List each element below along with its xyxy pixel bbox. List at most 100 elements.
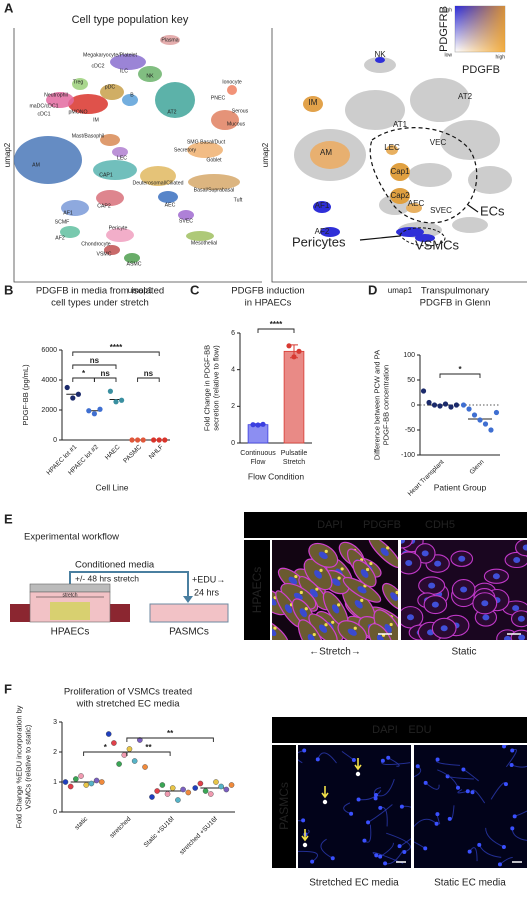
point (107, 388, 113, 394)
cluster (68, 94, 108, 114)
cluster-label: AF2 (55, 235, 65, 241)
nucleus (502, 745, 507, 749)
nucleus (428, 582, 436, 589)
workflow-text: 24 hrs (194, 587, 220, 597)
nucleus (415, 764, 420, 769)
nucleus (435, 757, 440, 762)
nucleus (465, 789, 470, 794)
cluster-label: AT2 (167, 109, 176, 115)
pdgfb (299, 590, 303, 595)
significance-label: **** (270, 320, 283, 329)
point (97, 406, 103, 412)
edu-arrow (301, 829, 309, 842)
cell-process (320, 838, 334, 859)
nucleus (397, 844, 402, 849)
point (185, 789, 192, 796)
ec-outline (369, 127, 478, 224)
point (73, 776, 79, 782)
nucleus (299, 608, 308, 618)
cluster-pdgfrb (320, 227, 340, 237)
cluster-label: AF1 (63, 210, 73, 216)
vsmc-outline (399, 227, 446, 247)
cluster-pdgfb (386, 145, 398, 155)
cluster (122, 94, 138, 106)
cell-process (343, 802, 352, 815)
cell (515, 540, 527, 557)
nucleus (440, 625, 448, 632)
cluster (138, 66, 162, 82)
nucleus (431, 601, 439, 608)
nucleus (288, 576, 298, 585)
significance-label: ** (145, 743, 152, 752)
nucleus (406, 614, 414, 621)
cell-process (358, 790, 382, 801)
x-tick-label: Glenn (468, 458, 485, 475)
pdgfb (337, 576, 341, 580)
key-label: PDGFB (462, 64, 500, 76)
cluster-label: ASMC (127, 261, 142, 267)
point (105, 731, 112, 737)
axis-title: umap2 (3, 142, 12, 167)
stain-header (244, 512, 527, 538)
nucleus (434, 560, 442, 567)
x-tick-label: stretched (109, 815, 133, 839)
cluster-label: AM (32, 162, 40, 168)
cluster (211, 110, 239, 130)
y-tick-label: 50 (407, 377, 415, 384)
cell-process (514, 810, 527, 817)
point (286, 343, 292, 349)
cluster (93, 160, 137, 180)
edu-arrow (354, 758, 362, 771)
point (477, 417, 483, 423)
cluster (188, 174, 240, 190)
chart-title: PDGFB in media from isolated (36, 286, 164, 297)
significance-bracket (257, 328, 295, 333)
significance-bracket (83, 751, 128, 756)
nucleus (513, 556, 521, 563)
nucleus (272, 628, 277, 636)
micrograph-content (401, 540, 527, 640)
cluster (408, 163, 452, 187)
cluster-label: Cap2 (390, 191, 410, 200)
axis-title: Fold Change %EDU incorporation by (14, 705, 23, 828)
nucleus (497, 862, 502, 867)
cell-process (425, 782, 440, 790)
nucleus (399, 804, 404, 809)
pdgfb (395, 590, 398, 595)
key-tick: high (443, 7, 453, 13)
nucleus (347, 628, 357, 636)
significance-bracket (126, 737, 214, 742)
point (62, 779, 69, 785)
x-tick-label: static (74, 815, 90, 831)
point (98, 779, 105, 785)
cluster (96, 190, 124, 206)
y-tick-label: 3 (53, 719, 57, 726)
point (135, 437, 141, 443)
y-tick-label: 1 (53, 779, 57, 786)
pdgfb (324, 549, 328, 553)
nucleus (314, 570, 323, 579)
y-tick-label: 0 (53, 809, 57, 816)
cluster-pdgfrb (375, 57, 385, 63)
cluster-label: AF1 (315, 201, 330, 210)
micrograph-content (298, 748, 411, 866)
cell-process (386, 832, 411, 853)
cell-process (511, 764, 527, 768)
stain-label: DAPI (372, 724, 398, 736)
point (164, 791, 171, 797)
key-tick: high (496, 54, 506, 60)
cluster-label: Goblet (206, 157, 222, 163)
pdgfb (273, 626, 277, 630)
cluster-label: PNEC (211, 95, 226, 101)
axis-title: secretion (relative to flow) (211, 345, 220, 431)
cell-process (503, 745, 509, 747)
cluster (60, 226, 80, 238)
cluster (186, 231, 214, 241)
point (180, 786, 186, 793)
group-label: ECs (480, 203, 505, 218)
dish-block (110, 604, 130, 622)
cluster (345, 90, 405, 130)
point (149, 794, 155, 800)
cluster-label: NK (146, 73, 154, 79)
nucleus (284, 604, 293, 614)
